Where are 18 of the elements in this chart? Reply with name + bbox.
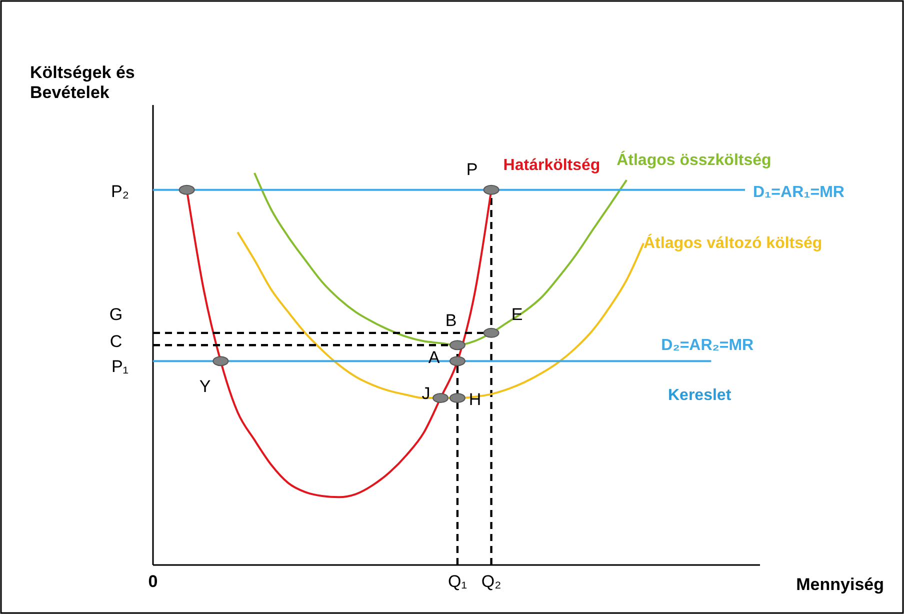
text: C bbox=[110, 332, 122, 351]
series-label: Határköltség bbox=[503, 156, 600, 174]
y-axis-title: Költségek és Bevételek bbox=[30, 63, 135, 102]
x-tick-label: 0 bbox=[148, 572, 158, 591]
annotation: B bbox=[445, 311, 457, 330]
annotation: Y bbox=[199, 377, 211, 396]
series-label: Átlagos változó költség bbox=[644, 233, 822, 252]
annotation: P bbox=[466, 160, 478, 179]
x-axis-title: Mennyiség bbox=[796, 575, 884, 594]
text: P₁ bbox=[111, 357, 129, 376]
series-label: Átlagos összköltség bbox=[616, 150, 772, 170]
x-tick-label: Q₂ bbox=[481, 572, 502, 591]
series-label: D₁=AR₁=MR bbox=[753, 184, 845, 201]
series-label: D₂=AR₂=MR bbox=[661, 337, 754, 354]
text: G bbox=[109, 305, 123, 324]
annotation: Kereslet bbox=[668, 387, 732, 404]
text: P₂ bbox=[111, 182, 129, 201]
x-tick-label: Q₁ bbox=[448, 572, 468, 591]
